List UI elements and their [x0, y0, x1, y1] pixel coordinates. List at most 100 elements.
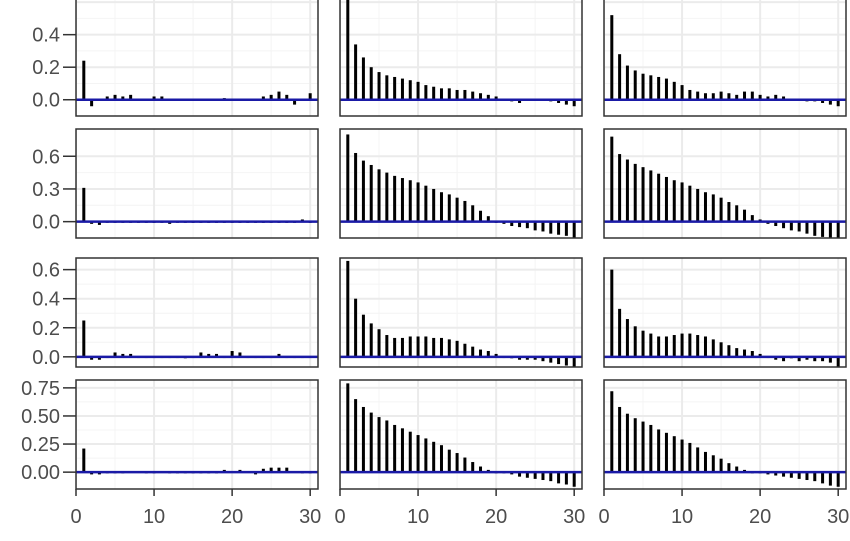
acf-bar: [564, 472, 568, 485]
acf-bar: [82, 320, 86, 357]
acf-bar: [261, 468, 265, 473]
acf-panel: [603, 379, 847, 490]
acf-bar: [557, 356, 561, 365]
acf-bar: [285, 94, 289, 100]
acf-bar: [479, 93, 483, 100]
acf-bar: [447, 339, 451, 357]
acf-bar: [439, 192, 443, 222]
y-tick-label: 0.4: [32, 25, 60, 47]
panel-border: [603, 379, 847, 490]
acf-bar: [385, 335, 389, 357]
acf-bar: [649, 170, 653, 222]
acf-bar: [719, 197, 723, 222]
acf-bar: [385, 172, 389, 222]
acf-bar: [377, 417, 381, 473]
acf-bar: [408, 336, 412, 357]
acf-bar: [711, 194, 715, 222]
acf-bar: [572, 472, 576, 487]
acf-bar: [750, 351, 754, 357]
acf-bar: [377, 329, 381, 357]
acf-bar: [743, 349, 747, 357]
acf-bar: [518, 472, 522, 477]
acf-bar: [393, 76, 397, 100]
y-tick-label: 0.0: [32, 90, 60, 112]
acf-bar: [625, 65, 629, 100]
acf-bar: [664, 176, 668, 222]
acf-bar: [369, 164, 373, 222]
acf-bar: [696, 91, 700, 100]
acf-bar: [657, 173, 661, 222]
acf-bar: [354, 152, 358, 222]
acf-bar: [789, 221, 793, 231]
acf-bar: [828, 99, 832, 105]
acf-bar: [97, 356, 101, 360]
acf-bar: [572, 221, 576, 238]
acf-bar: [424, 336, 428, 357]
acf-bar: [782, 472, 786, 477]
y-tick-label: 0.2: [32, 57, 60, 79]
panel-border: [75, 0, 319, 117]
acf-bar: [797, 356, 801, 362]
acf-bar: [471, 346, 475, 357]
x-tick-label: 20: [221, 506, 243, 528]
acf-panel: [339, 0, 583, 117]
panel-border: [339, 128, 583, 239]
panel-background: [76, 129, 318, 238]
acf-bar: [361, 160, 365, 222]
acf-bar: [828, 356, 832, 363]
panel-background: [604, 258, 846, 367]
acf-bar: [416, 81, 420, 100]
acf-bar: [618, 308, 622, 357]
acf-bar: [82, 448, 86, 473]
acf-bar: [199, 352, 203, 357]
acf-bar: [828, 221, 832, 238]
y-tick-label: 0.6: [32, 260, 60, 282]
acf-bar: [719, 91, 723, 100]
acf-bar: [105, 96, 109, 100]
acf-bar: [821, 221, 825, 237]
acf-bar: [400, 428, 404, 473]
acf-bar: [680, 439, 684, 473]
acf-bar: [657, 336, 661, 357]
acf-bar: [836, 221, 840, 238]
acf-bar: [766, 96, 770, 100]
x-tick-label: 0: [334, 506, 345, 528]
acf-bar: [696, 335, 700, 357]
panel-border: [339, 379, 583, 490]
acf-bar: [633, 163, 637, 222]
acf-bar: [797, 221, 801, 232]
acf-bar: [641, 167, 645, 222]
acf-bar: [277, 353, 281, 357]
acf-bar: [424, 85, 428, 100]
acf-bar: [633, 70, 637, 100]
acf-bar: [121, 96, 125, 100]
acf-bar: [129, 94, 133, 100]
acf-bar: [711, 93, 715, 100]
acf-bar: [828, 472, 832, 486]
x-tick-label: 0: [70, 506, 81, 528]
x-tick-label: 0: [598, 506, 609, 528]
acf-bar: [400, 78, 404, 100]
acf-bar: [455, 197, 459, 222]
acf-bar: [680, 182, 684, 222]
acf-bar: [664, 336, 668, 357]
acf-bar: [805, 356, 809, 360]
acf-bar: [113, 94, 117, 100]
acf-bar: [782, 96, 786, 100]
acf-bar: [696, 447, 700, 473]
acf-bar: [564, 99, 568, 105]
acf-bar: [90, 356, 94, 360]
acf-bar: [369, 67, 373, 100]
acf-panel: [75, 257, 319, 368]
acf-bar: [836, 99, 840, 107]
acf-bar: [688, 333, 692, 357]
acf-bar: [277, 467, 281, 473]
acf-bar: [479, 466, 483, 473]
acf-bar: [750, 215, 754, 222]
acf-bar: [408, 431, 412, 473]
acf-bar: [557, 472, 561, 484]
acf-bar: [813, 356, 817, 362]
x-tick-label: 30: [827, 506, 849, 528]
acf-bar: [416, 336, 420, 357]
acf-bar: [672, 436, 676, 473]
